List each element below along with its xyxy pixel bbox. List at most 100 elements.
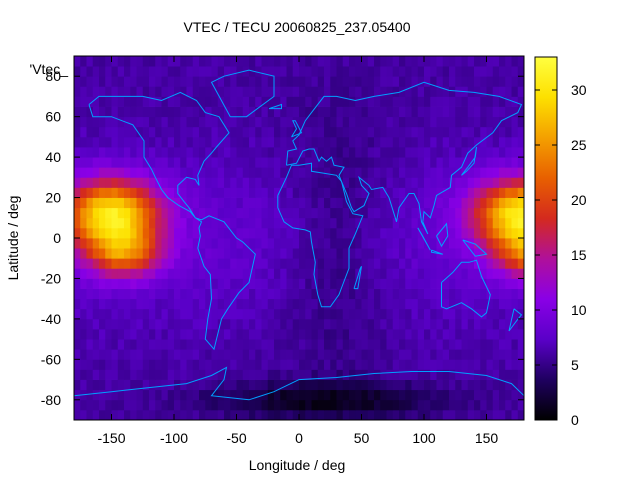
- heatmap-cell: [299, 76, 306, 87]
- heatmap-cell: [417, 248, 425, 259]
- heatmap-cell: [480, 116, 487, 128]
- heatmap-cell: [142, 96, 150, 107]
- heatmap-cell: [86, 207, 94, 219]
- heatmap-cell: [230, 409, 237, 421]
- heatmap-cell: [274, 187, 281, 198]
- heatmap-cell: [105, 329, 112, 340]
- heatmap-cell: [480, 298, 487, 310]
- heatmap-cell: [199, 177, 206, 188]
- heatmap-cell: [149, 157, 156, 168]
- heatmap-cell: [167, 369, 175, 380]
- y-axis-label: Latitude / deg: [5, 196, 21, 281]
- heatmap-cell: [367, 268, 375, 279]
- heatmap-cell: [280, 258, 287, 269]
- heatmap-cell: [180, 217, 187, 229]
- heatmap-cell: [367, 278, 375, 289]
- heatmap-cell: [161, 308, 169, 320]
- heatmap-cell: [149, 116, 156, 128]
- heatmap-cell: [342, 197, 350, 209]
- heatmap-cell: [199, 96, 206, 107]
- heatmap-cell: [92, 389, 100, 401]
- heatmap-cell: [417, 238, 425, 249]
- heatmap-cell: [430, 167, 437, 178]
- heatmap-cell: [124, 76, 131, 87]
- heatmap-cell: [280, 379, 287, 391]
- heatmap-cell: [336, 248, 344, 259]
- heatmap-cell: [336, 157, 344, 168]
- heatmap-cell: [505, 359, 512, 370]
- heatmap-cell: [261, 349, 269, 360]
- heatmap-cell: [386, 369, 394, 380]
- heatmap-cell: [280, 288, 287, 300]
- heatmap-cell: [255, 86, 262, 97]
- heatmap-cell: [167, 96, 175, 107]
- heatmap-cell: [249, 227, 256, 239]
- heatmap-cell: [74, 227, 81, 239]
- heatmap-cell: [324, 379, 331, 391]
- heatmap-cell: [461, 76, 469, 87]
- heatmap-cell: [130, 399, 137, 411]
- heatmap-cell: [224, 399, 231, 411]
- heatmap-cell: [149, 268, 156, 279]
- heatmap-cell: [286, 197, 294, 209]
- heatmap-cell: [324, 187, 331, 198]
- heatmap-cell: [174, 369, 181, 380]
- heatmap-cell: [192, 177, 200, 188]
- heatmap-cell: [467, 268, 475, 279]
- heatmap-cell: [355, 409, 362, 421]
- heatmap-cell: [367, 136, 375, 148]
- heatmap-cell: [349, 106, 356, 118]
- heatmap-cell: [105, 349, 112, 360]
- heatmap-cell: [386, 298, 394, 310]
- heatmap-cell: [274, 329, 281, 340]
- heatmap-cell: [511, 66, 519, 77]
- heatmap-cell: [442, 258, 450, 269]
- heatmap-cell: [180, 288, 187, 300]
- heatmap-cell: [286, 298, 294, 310]
- heatmap-cell: [305, 258, 312, 269]
- heatmap-cell: [105, 207, 112, 219]
- heatmap-cell: [211, 217, 219, 229]
- heatmap-cell: [180, 339, 187, 350]
- heatmap-cell: [442, 298, 450, 310]
- heatmap-cell: [236, 248, 244, 259]
- heatmap-cell: [286, 359, 294, 370]
- heatmap-cell: [117, 56, 125, 67]
- heatmap-cell: [149, 227, 156, 239]
- heatmap-cell: [436, 349, 444, 360]
- heatmap-cell: [305, 56, 312, 67]
- heatmap-cell: [92, 379, 100, 391]
- heatmap-cell: [167, 339, 175, 350]
- heatmap-cell: [424, 288, 431, 300]
- heatmap-cell: [442, 349, 450, 360]
- heatmap-cell: [305, 409, 312, 421]
- heatmap-cell: [142, 248, 150, 259]
- heatmap-cell: [417, 116, 425, 128]
- heatmap-cell: [386, 389, 394, 401]
- heatmap-cell: [149, 248, 156, 259]
- heatmap-cell: [517, 167, 525, 178]
- heatmap-cell: [74, 268, 81, 279]
- heatmap-cell: [80, 238, 87, 249]
- heatmap-cell: [349, 369, 356, 380]
- heatmap-cell: [405, 197, 412, 209]
- heatmap-cell: [267, 227, 275, 239]
- heatmap-cell: [342, 227, 350, 239]
- heatmap-cell: [374, 56, 381, 67]
- heatmap-cell: [149, 339, 156, 350]
- heatmap-cell: [124, 258, 131, 269]
- heatmap-cell: [486, 187, 494, 198]
- heatmap-cell: [142, 379, 150, 391]
- heatmap-cell: [155, 258, 162, 269]
- heatmap-cell: [455, 399, 462, 411]
- heatmap-cell: [492, 308, 500, 320]
- heatmap-cell: [161, 207, 169, 219]
- heatmap-cell: [486, 308, 494, 320]
- heatmap-cell: [449, 56, 456, 67]
- heatmap-cell: [280, 106, 287, 118]
- heatmap-cell: [392, 298, 400, 310]
- heatmap-cell: [224, 167, 231, 178]
- heatmap-cell: [505, 96, 512, 107]
- heatmap-cell: [355, 96, 362, 107]
- heatmap-cell: [117, 187, 125, 198]
